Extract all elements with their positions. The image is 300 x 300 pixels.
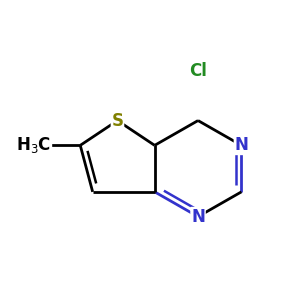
Text: Cl: Cl <box>189 62 207 80</box>
Text: N: N <box>235 136 248 154</box>
Text: S: S <box>112 112 124 130</box>
Text: H$_3$C: H$_3$C <box>16 135 51 155</box>
Text: N: N <box>191 208 205 226</box>
